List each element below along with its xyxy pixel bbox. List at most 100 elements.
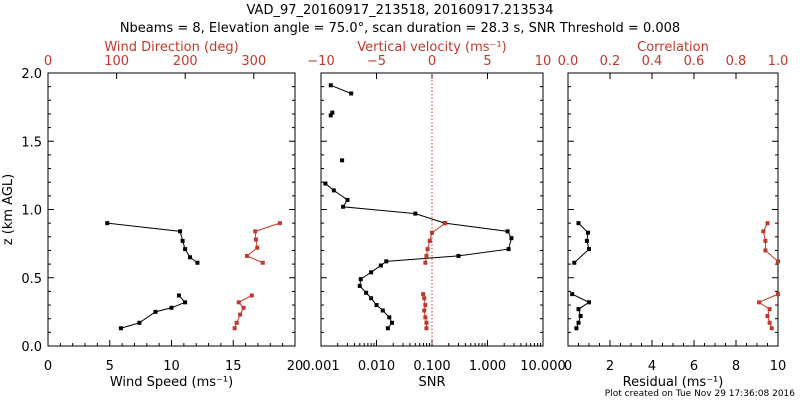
- data-point: [576, 320, 581, 325]
- data-point: [178, 229, 183, 234]
- data-point: [424, 326, 429, 331]
- data-point: [369, 296, 374, 301]
- top-x-tick-label: 0: [44, 54, 52, 69]
- data-point: [578, 313, 583, 318]
- data-point: [761, 229, 766, 234]
- top-x-tick-label: 0.2: [600, 54, 621, 69]
- data-point: [423, 303, 428, 308]
- x-tick-label: 0: [564, 359, 572, 374]
- data-point: [385, 326, 390, 331]
- top-x-tick-label: 0: [428, 54, 436, 69]
- top-x-tick-label: −10: [307, 54, 334, 69]
- data-point: [260, 260, 265, 265]
- y-tick-label: 0.5: [21, 272, 42, 287]
- data-point: [169, 305, 174, 310]
- x-axis-title-right: Residual (ms⁻¹): [623, 375, 724, 390]
- data-point: [364, 290, 369, 295]
- data-point: [328, 83, 333, 88]
- x-tick-label: 6: [690, 359, 698, 374]
- data-point: [776, 292, 780, 297]
- y-tick-label: 1.0: [21, 204, 42, 219]
- data-point: [105, 221, 110, 226]
- data-point: [424, 253, 429, 258]
- data-point: [576, 221, 581, 226]
- x-tick-label: 20: [287, 359, 304, 374]
- x-axis-title-left: Wind Speed (ms⁻¹): [110, 375, 233, 390]
- data-point: [505, 229, 510, 234]
- data-point: [374, 303, 379, 308]
- data-point: [357, 283, 362, 288]
- data-point: [767, 307, 772, 312]
- top-x-tick-label: −5: [367, 54, 386, 69]
- data-point: [253, 237, 258, 242]
- series-line-left-0-0: [120, 295, 186, 329]
- y-tick-label: 0.0: [21, 340, 42, 355]
- data-point: [422, 308, 427, 313]
- data-point: [345, 197, 350, 202]
- data-point: [389, 320, 394, 325]
- data-point: [506, 247, 511, 252]
- x-tick-label: 10.000: [520, 359, 566, 374]
- x-tick-label: 10: [163, 359, 180, 374]
- top-x-tick-label: 100: [104, 54, 129, 69]
- data-point: [277, 221, 282, 226]
- data-point: [330, 110, 335, 115]
- y-tick-label: 2.0: [21, 67, 42, 82]
- data-point: [421, 292, 426, 297]
- top-x-axis-title-middle: Vertical velocity (ms⁻¹): [357, 40, 506, 55]
- x-tick-label: 0.100: [413, 359, 450, 374]
- data-point: [340, 158, 345, 163]
- data-point: [238, 312, 243, 317]
- series-line-left-1-1: [246, 222, 281, 264]
- data-point: [183, 300, 188, 305]
- x-tick-label: 2: [606, 359, 614, 374]
- data-point: [244, 253, 249, 258]
- data-point: [763, 238, 768, 243]
- x-tick-label: 0: [44, 359, 52, 374]
- plot-frame-left: [47, 72, 296, 347]
- data-point: [331, 188, 336, 193]
- data-point: [249, 293, 254, 298]
- top-x-tick-label: 10: [535, 54, 552, 69]
- data-point: [585, 230, 590, 235]
- data-point: [769, 326, 774, 331]
- data-point: [574, 326, 579, 331]
- series-line-middle-0-3: [330, 84, 352, 94]
- data-point: [341, 204, 346, 209]
- x-axis-title-middle: SNR: [418, 375, 445, 390]
- data-point: [358, 277, 363, 282]
- data-point: [776, 259, 780, 264]
- data-point: [413, 211, 418, 216]
- x-tick-label: 4: [648, 359, 656, 374]
- data-point: [236, 300, 241, 305]
- top-x-tick-label: 0.6: [684, 54, 705, 69]
- plot-created-note: Plot created on Tue Nov 29 17:36:08 2016: [605, 389, 795, 399]
- top-x-tick-label: 0.0: [558, 54, 579, 69]
- data-point: [576, 307, 581, 312]
- data-point: [757, 300, 762, 305]
- data-point: [323, 181, 328, 186]
- data-point: [572, 260, 577, 265]
- series-line-right-0-0: [571, 293, 591, 329]
- data-point: [384, 259, 389, 264]
- data-point: [153, 309, 158, 314]
- data-point: [369, 270, 374, 275]
- x-tick-label: 1.000: [469, 359, 506, 374]
- data-point: [456, 253, 461, 258]
- data-point: [763, 248, 768, 253]
- data-point: [255, 245, 260, 250]
- data-point: [176, 293, 181, 298]
- data-point: [443, 221, 448, 226]
- data-point: [378, 263, 383, 268]
- plot-frame-right: [567, 72, 779, 347]
- data-point: [430, 230, 434, 235]
- data-point: [587, 300, 591, 305]
- x-tick-label: 10: [770, 359, 787, 374]
- data-point: [137, 320, 142, 325]
- data-point: [349, 91, 354, 96]
- y-axis-title: z (km AGL): [1, 174, 16, 245]
- series-line-right-0-1: [573, 222, 590, 264]
- series-line-left-0-1: [107, 222, 198, 264]
- figure-subtitle: Nbeams = 8, Elevation angle = 75.0°, sca…: [120, 21, 680, 36]
